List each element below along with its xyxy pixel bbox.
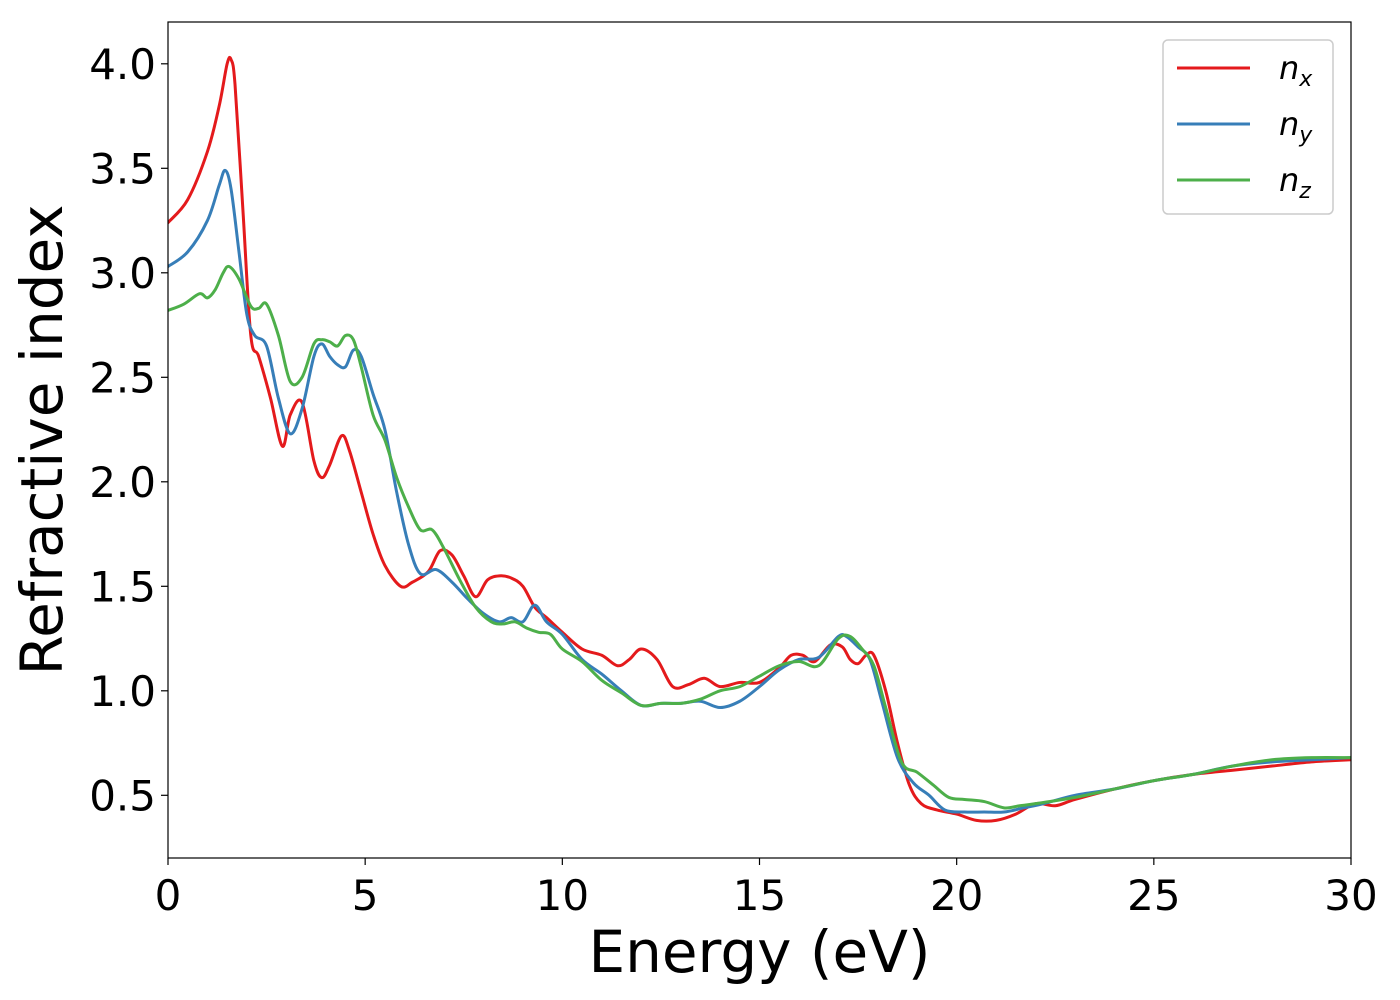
series-line-ny (168, 168, 1351, 814)
y-tick-label: 3.5 (89, 144, 156, 193)
legend-label-main: n (1279, 161, 1299, 199)
legend-label-nx: nx (1279, 49, 1313, 92)
y-tick-label: 1.0 (89, 667, 156, 716)
legend-label-subscript: x (1298, 67, 1313, 92)
legend-label-main: n (1279, 105, 1299, 143)
x-tick-label: 5 (352, 871, 379, 920)
legend-label-main: n (1279, 49, 1299, 87)
x-tick-label: 25 (1127, 871, 1180, 920)
series-line-nz (168, 264, 1351, 810)
legend-label-nz: nz (1279, 161, 1311, 204)
legend-label-ny: ny (1279, 105, 1313, 148)
y-axis: 0.5 1.0 1.5 2.0 2.5 3.0 3.5 4.0 (89, 40, 168, 820)
series-layer (168, 55, 1351, 823)
y-tick-label: 0.5 (89, 771, 156, 820)
series-line-nx (168, 55, 1351, 823)
x-axis: 0 5 10 15 20 25 30 (155, 858, 1378, 920)
x-tick-label: 15 (733, 871, 786, 920)
legend-label-subscript: z (1298, 179, 1311, 204)
legend-label-subscript: y (1298, 123, 1313, 148)
x-tick-label: 20 (930, 871, 983, 920)
y-tick-label: 2.5 (89, 353, 156, 402)
x-tick-label: 0 (155, 871, 182, 920)
x-tick-label: 30 (1324, 871, 1377, 920)
y-tick-label: 4.0 (89, 40, 156, 89)
y-tick-label: 3.0 (89, 249, 156, 298)
y-tick-label: 1.5 (89, 562, 156, 611)
x-tick-label: 10 (536, 871, 589, 920)
legend-box (1162, 39, 1334, 215)
y-tick-label: 2.0 (89, 458, 156, 507)
x-axis-title: Energy (eV) (588, 918, 930, 986)
y-axis-title: Refractive index (8, 204, 76, 675)
